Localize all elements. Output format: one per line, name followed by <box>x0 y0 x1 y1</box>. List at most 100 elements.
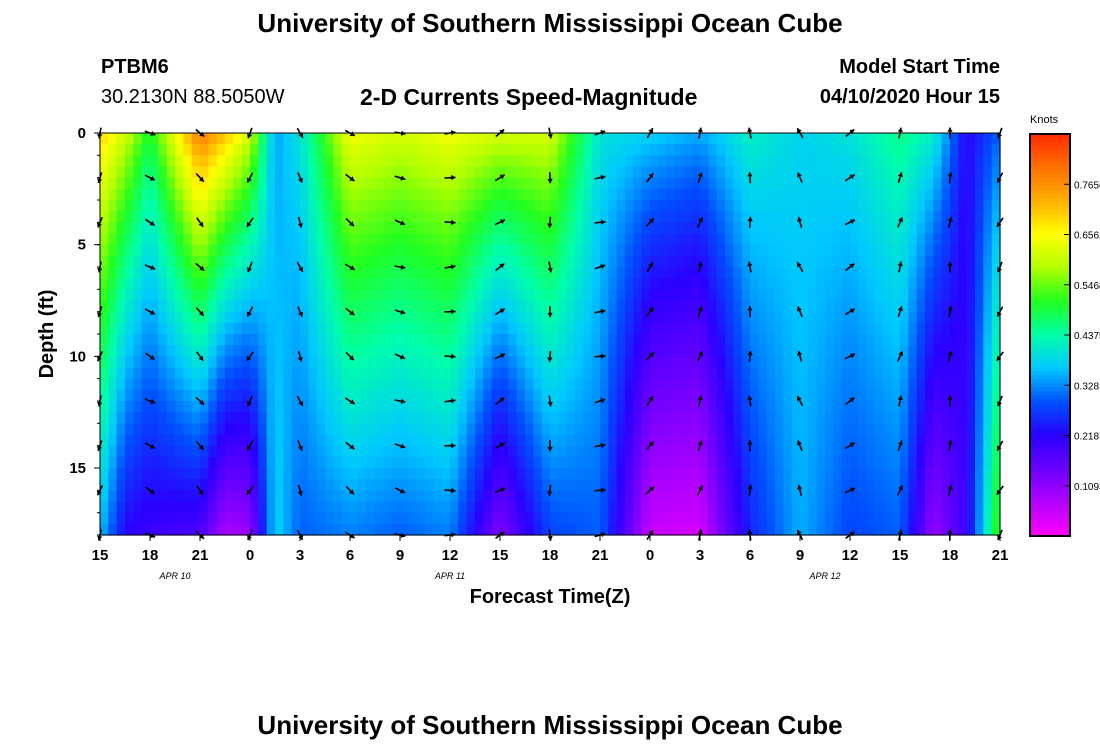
heatmap-cell <box>500 267 509 279</box>
heatmap-cell <box>483 423 493 436</box>
heatmap-cell <box>291 479 301 491</box>
heatmap-cell <box>166 345 176 357</box>
heatmap-cell <box>125 356 134 369</box>
heatmap-cell <box>958 311 968 324</box>
heatmap-cell <box>608 468 618 480</box>
heatmap-cell <box>433 267 443 279</box>
heatmap-cell <box>958 211 968 223</box>
heatmap-cell <box>825 412 834 424</box>
heatmap-cell <box>633 378 643 391</box>
heatmap-cell <box>750 456 759 469</box>
heatmap-cell <box>158 434 168 447</box>
heatmap-cell <box>125 233 134 246</box>
heatmap-cell <box>158 389 168 402</box>
heatmap-cell <box>683 133 693 145</box>
heatmap-cell <box>925 300 934 313</box>
heatmap-cell <box>783 356 793 369</box>
heatmap-cell <box>133 501 143 514</box>
heatmap-cell <box>783 133 793 145</box>
heatmap-cell <box>900 501 909 514</box>
heatmap-cell <box>233 322 243 335</box>
heatmap-cell <box>975 434 984 447</box>
heatmap-cell <box>341 445 351 458</box>
heatmap-cell <box>541 389 551 402</box>
heatmap-cell <box>550 166 559 179</box>
heatmap-cell <box>175 434 184 447</box>
heatmap-cell <box>166 378 176 391</box>
heatmap-cell <box>383 289 393 302</box>
heatmap-cell <box>883 501 893 514</box>
heatmap-cell <box>866 233 876 246</box>
heatmap-cell <box>300 166 309 179</box>
current-vector <box>947 261 953 273</box>
heatmap-cell <box>775 479 784 491</box>
heatmap-cell <box>358 200 368 212</box>
current-vector <box>444 264 456 270</box>
heatmap-cell <box>700 144 709 156</box>
heatmap-cell <box>683 200 693 212</box>
heatmap-cell <box>433 278 443 290</box>
heatmap-cell <box>658 512 668 525</box>
heatmap-cell <box>100 133 109 145</box>
heatmap-cell <box>475 300 484 313</box>
x-tick-label: 0 <box>646 547 654 564</box>
heatmap-cell <box>475 278 484 290</box>
heatmap-cell <box>816 490 826 503</box>
date-label: APR 11 <box>434 571 465 581</box>
heatmap-cell <box>508 523 518 536</box>
heatmap-cell <box>658 244 668 257</box>
heatmap-cell <box>816 133 826 145</box>
heatmap-cell <box>291 378 301 391</box>
heatmap-cell <box>791 456 801 469</box>
heatmap-cell <box>833 445 843 458</box>
x-tick-label: 21 <box>592 547 609 564</box>
heatmap-cell <box>791 501 801 514</box>
heatmap-cell <box>883 334 893 346</box>
heatmap-cell <box>875 255 884 268</box>
heatmap-cell <box>283 356 293 369</box>
heatmap-cell <box>250 479 259 491</box>
heatmap-cell <box>316 278 326 290</box>
heatmap-cell <box>483 434 493 447</box>
current-vector <box>246 172 254 183</box>
heatmap-cell <box>400 133 409 145</box>
heatmap-cell <box>291 289 301 302</box>
heatmap-cell <box>475 356 484 369</box>
heatmap-cell <box>641 512 651 525</box>
heatmap-cell <box>841 200 851 212</box>
heatmap-cell <box>383 479 393 491</box>
heatmap-cell <box>266 456 276 469</box>
heatmap-cell <box>725 389 734 402</box>
heatmap-cell <box>108 300 118 313</box>
heatmap-cell <box>516 289 526 302</box>
heatmap-cell <box>583 155 593 168</box>
heatmap-cell <box>508 434 518 447</box>
heatmap-cell <box>466 177 476 190</box>
colorbar-cell <box>1030 491 1070 497</box>
heatmap-cell <box>300 155 309 168</box>
heatmap-cell <box>483 133 493 145</box>
heatmap-cell <box>491 334 501 346</box>
heatmap-cell <box>950 311 959 324</box>
heatmap-cell <box>341 255 351 268</box>
heatmap-cell <box>133 456 143 469</box>
heatmap-cell <box>100 278 109 290</box>
heatmap-cell <box>891 144 901 156</box>
heatmap-cell <box>666 434 676 447</box>
heatmap-cell <box>800 278 809 290</box>
heatmap-cell <box>600 177 609 190</box>
heatmap-cell <box>325 490 334 503</box>
heatmap-cell <box>616 200 626 212</box>
heatmap-cell <box>200 523 209 536</box>
heatmap-cell <box>225 289 234 302</box>
heatmap-cell <box>966 133 976 145</box>
heatmap-cell <box>108 356 118 369</box>
heatmap-cell <box>550 367 559 380</box>
heatmap-cell <box>875 166 884 179</box>
current-vector <box>747 350 753 362</box>
heatmap-cell <box>250 445 259 458</box>
heatmap-cell <box>708 389 718 402</box>
heatmap-cell <box>116 211 126 223</box>
heatmap-cell <box>775 177 784 190</box>
heatmap-cell <box>125 144 134 156</box>
